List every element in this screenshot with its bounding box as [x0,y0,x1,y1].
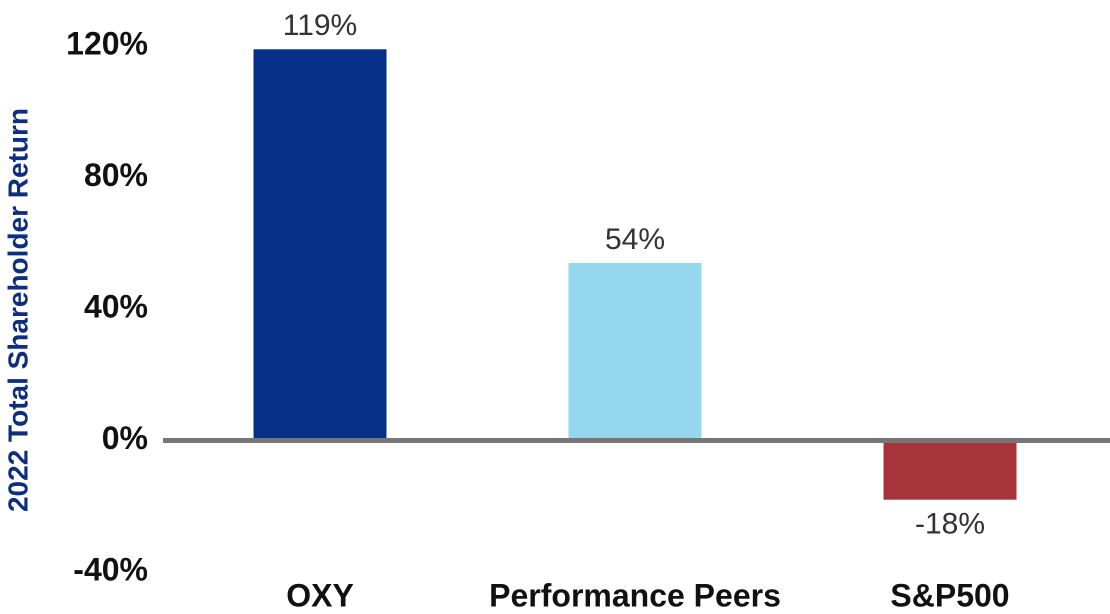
y-tick-label: 40% [84,288,148,324]
x-tick-label: OXY [286,577,354,613]
x-tick-label: S&P500 [890,577,1009,613]
y-tick-label: 80% [84,157,148,193]
y-axis-label: 2022 Total Shareholder Return [2,108,33,512]
bar [568,262,702,441]
y-tick-label: 120% [66,25,148,61]
bar [253,49,387,441]
value-label: -18% [915,508,985,541]
y-tick-label: 0% [102,420,148,456]
value-label: 119% [283,9,358,42]
value-label: 54% [605,223,665,256]
bar [883,440,1017,500]
y-tick-label: -40% [73,551,148,587]
x-tick-label: Performance Peers [489,577,781,613]
